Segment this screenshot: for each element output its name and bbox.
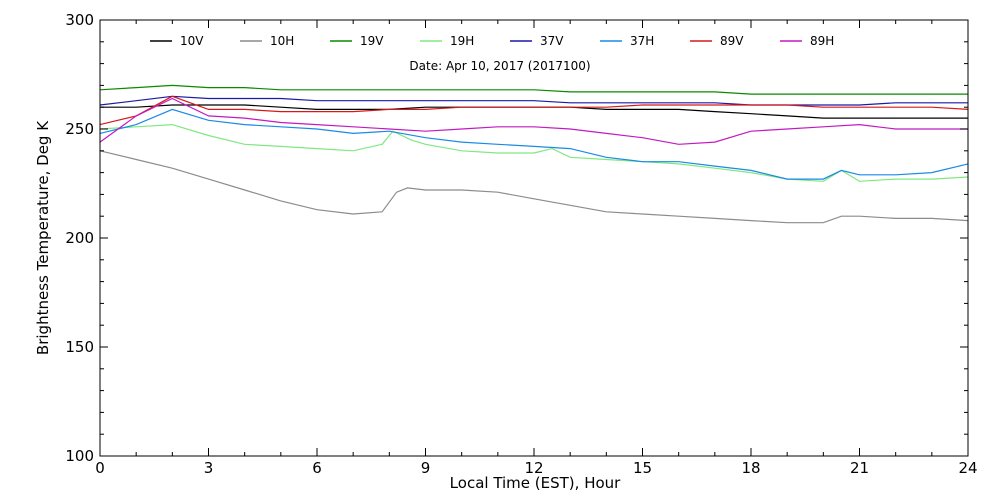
legend: 10V 10H 19V 19H 37V 37H 89V 89H	[150, 34, 834, 48]
series-line-19v	[99, 84, 968, 95]
series-line-19h	[99, 123, 969, 182]
legend-label-89h: 89H	[810, 34, 834, 48]
legend-label-10v: 10V	[180, 34, 204, 48]
y-axis-title: Brightness Temperature, Deg K	[34, 120, 52, 355]
plot-frame	[99, 19, 969, 457]
x-tick-label-9: 9	[421, 459, 431, 477]
axis-layer: 0 3 6 9 12 15 18 21 24 100 150 200 250 300	[65, 11, 977, 477]
x-tick-label-6: 6	[312, 459, 322, 477]
y-tick-label-300: 300	[65, 11, 94, 29]
legend-label-10h: 10H	[270, 34, 294, 48]
series-line-89v	[99, 95, 969, 126]
legend-label-19h: 19H	[450, 34, 474, 48]
y-tick-label-200: 200	[65, 229, 94, 247]
y-tick-label-250: 250	[65, 120, 94, 138]
x-tick-label-0: 0	[95, 459, 105, 477]
x-tick-label-21: 21	[850, 459, 869, 477]
date-annotation: Date: Apr 10, 2017 (2017100)	[409, 59, 590, 73]
legend-label-89v: 89V	[720, 34, 744, 48]
x-tick-label-18: 18	[741, 459, 760, 477]
plot-layer	[99, 84, 969, 224]
series-line-37v	[99, 95, 968, 106]
x-tick-label-3: 3	[204, 459, 214, 477]
series-line-37h	[99, 108, 969, 180]
x-tick-label-12: 12	[524, 459, 543, 477]
series-line-89h	[99, 97, 968, 145]
y-tick-label-100: 100	[65, 447, 94, 465]
legend-label-37h: 37H	[630, 34, 654, 48]
x-tick-label-24: 24	[958, 459, 977, 477]
x-tick-label-15: 15	[633, 459, 652, 477]
legend-label-37v: 37V	[540, 34, 564, 48]
x-axis-title: Local Time (EST), Hour	[450, 474, 621, 492]
y-tick-label-150: 150	[65, 338, 94, 356]
legend-label-19v: 19V	[360, 34, 384, 48]
series-line-10h	[99, 150, 969, 224]
